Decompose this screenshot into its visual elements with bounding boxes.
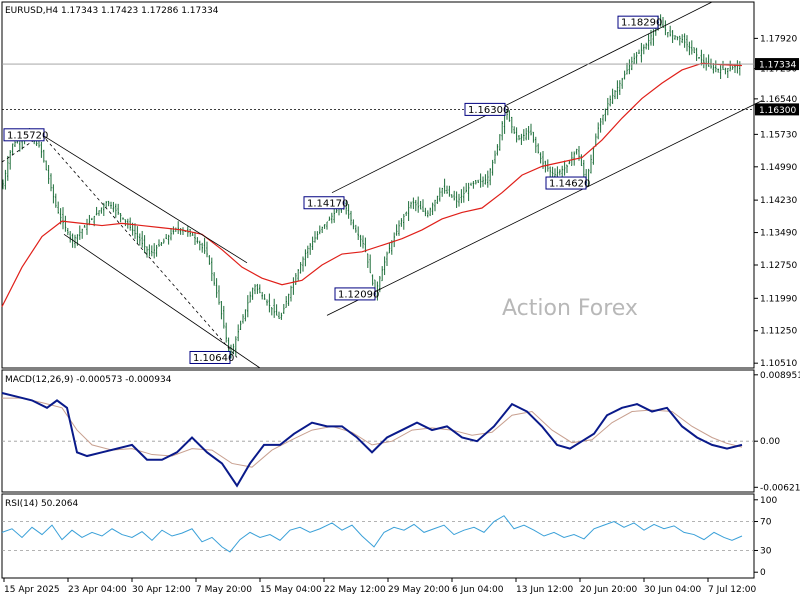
x-tick-label: 23 Apr 04:00	[68, 585, 127, 595]
price-panel-frame	[1, 1, 755, 369]
channel-line	[41, 134, 238, 358]
price-tick-label: 1.11250	[760, 327, 797, 337]
x-tick-label: 15 Apr 2025	[4, 585, 60, 595]
price-annotation-box	[3, 128, 45, 142]
x-tick-label: 7 May 20:00	[196, 585, 252, 595]
x-tick-label: 15 May 04:00	[260, 585, 322, 595]
channel-line	[331, 1, 713, 194]
level-tag	[755, 103, 799, 116]
price-annotation-box	[545, 176, 587, 190]
price-annotation-box	[303, 196, 345, 210]
macd-signal-line	[2, 397, 743, 468]
macd-tick-label: 0.008951	[760, 371, 800, 381]
x-tick-label: 30 Apr 12:00	[132, 585, 191, 595]
x-tick-label: 13 Jun 12:00	[516, 585, 573, 595]
x-tick-label: 22 May 12:00	[324, 585, 386, 595]
price-annotation-label: 1.16300	[468, 105, 509, 116]
x-tick-label: 29 May 20:00	[388, 585, 450, 595]
rsi-panel-frame	[1, 493, 755, 579]
price-annotation-label: 1.18290	[621, 18, 662, 29]
channel-line	[41, 134, 248, 264]
price-annotation-box	[464, 102, 506, 116]
price-annotation-label: 1.15720	[7, 130, 48, 141]
price-annotation-label: 1.14620	[549, 179, 590, 190]
price-annotation-box	[189, 350, 231, 364]
price-annotation-label: 1.14170	[307, 198, 348, 209]
macd-tick-label: -0.006216	[760, 483, 800, 493]
price-tick-label: 1.15730	[760, 130, 797, 140]
watermark: Action Forex	[502, 296, 638, 321]
macd-panel-frame	[1, 369, 755, 493]
macd-panel-title: MACD(12,26,9) -0.000573 -0.000934	[5, 375, 172, 385]
price-annotation-box	[334, 287, 376, 301]
price-panel-title: EURUSD,H4 1.17343 1.17423 1.17286 1.1733…	[5, 6, 219, 16]
x-tick-label: 20 Jun 20:00	[580, 585, 637, 595]
x-tick-label: 6 Jun 04:00	[452, 585, 504, 595]
price-annotation-box	[617, 15, 659, 29]
price-annotation-label: 1.10640	[193, 353, 234, 364]
price-tick-label: 1.16540	[760, 95, 797, 105]
price-tick-label: 1.10510	[760, 359, 797, 369]
last-price-tag-label: 1.17334	[759, 61, 796, 71]
rsi-panel-title: RSI(14) 50.2064	[5, 499, 78, 509]
macd-tick-label: 0.00	[760, 437, 780, 447]
price-tick-label: 1.14230	[760, 196, 797, 206]
channel-line	[1, 134, 43, 163]
rsi-line	[1, 515, 743, 553]
rsi-tick-label: 100	[760, 496, 777, 506]
price-tick-label: 1.13490	[760, 229, 797, 239]
rsi-tick-label: 30	[760, 546, 772, 556]
channel-line	[63, 233, 261, 369]
price-tick-label: 1.14990	[760, 163, 797, 173]
level-tag-label: 1.16300	[759, 106, 796, 116]
price-tick-label: 1.11990	[760, 294, 797, 304]
price-tick-label: 1.17920	[760, 34, 797, 44]
rsi-tick-label: 0	[760, 568, 766, 578]
x-tick-label: 30 Jun 04:00	[644, 585, 701, 595]
moving-average-line	[1, 62, 743, 307]
last-price-tag	[755, 58, 799, 71]
x-tick-label: 7 Jul 12:00	[708, 585, 757, 595]
macd-main-line	[1, 392, 743, 488]
price-annotation-label: 1.12090	[338, 289, 379, 300]
price-tick-label: 1.12750	[760, 261, 797, 271]
channel-line	[326, 100, 763, 316]
rsi-tick-label: 70	[760, 518, 772, 528]
